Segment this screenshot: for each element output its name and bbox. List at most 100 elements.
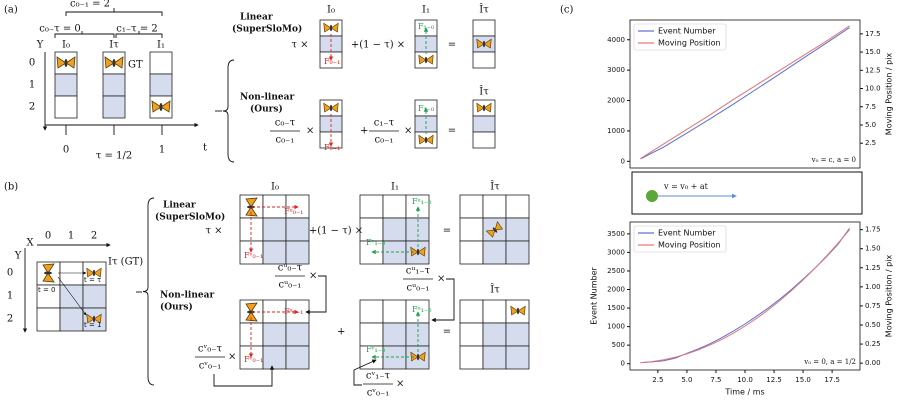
- y2-tick-label: 17.5: [865, 30, 881, 38]
- frame-label: Îτ: [490, 284, 500, 296]
- stroke: [223, 60, 234, 162]
- stroke: [432, 279, 454, 320]
- cell: [83, 285, 106, 308]
- cell: [406, 323, 429, 346]
- stroke: [143, 198, 154, 385]
- time-label: t = 1: [84, 321, 102, 329]
- cell: [103, 96, 125, 118]
- flow-label: Fᵘ₀₋₁: [284, 207, 303, 216]
- coef: c₀₋₁ = 2: [70, 0, 110, 10]
- panel-label: (c): [560, 5, 574, 16]
- axis-label: t: [203, 143, 207, 154]
- tick-label: 2: [7, 314, 13, 325]
- cell: [60, 308, 83, 331]
- method-name: Non-linear: [160, 291, 214, 301]
- y-axis-label: Event Number: [590, 266, 599, 324]
- method-name: (SuperSloMo): [155, 212, 225, 223]
- fraction-den: cᵘ₀₋₁: [407, 283, 430, 294]
- cell: [506, 346, 529, 369]
- flow-label: Fᵘ₁₋₀: [412, 305, 431, 314]
- cell: [473, 116, 495, 132]
- y2-tick-label: 0.50: [865, 321, 881, 329]
- y-tick-label: 2000: [607, 97, 625, 105]
- cell: [150, 74, 172, 96]
- y2-axis-label: Moving Position / pix: [885, 255, 894, 338]
- cell: [55, 74, 77, 96]
- y-tick-label: 2000: [607, 286, 625, 294]
- cell: [60, 285, 83, 308]
- x-tick-label: 17.5: [824, 376, 840, 384]
- flow-label: F₁₋₀: [418, 104, 434, 113]
- method-name: (Ours): [250, 104, 283, 115]
- y-tick-label: 3000: [607, 66, 625, 74]
- coef: +(1 − τ) ×: [309, 226, 363, 237]
- legend-label: Moving Position: [658, 241, 721, 250]
- times: ×: [396, 379, 404, 390]
- cell: [263, 241, 286, 264]
- cell: [483, 300, 506, 323]
- y-tick-label: 4000: [607, 36, 625, 44]
- tick-label: 0: [7, 268, 13, 279]
- cell: [483, 346, 506, 369]
- cell: [360, 300, 383, 323]
- coef: +(1 − τ) ×: [351, 40, 405, 51]
- fraction-den: c₀₋₁: [276, 135, 295, 146]
- plus: +: [337, 327, 345, 338]
- gt-label: Iτ (GT): [108, 257, 143, 268]
- y2-tick-label: 2.5: [865, 139, 876, 147]
- cell: [383, 300, 406, 323]
- frame-label: I₀: [271, 182, 279, 193]
- y2-tick-label: 15.0: [865, 48, 881, 56]
- tick-label: 0: [45, 231, 51, 242]
- method-name: Linear: [240, 13, 273, 23]
- tick-label: 0: [63, 145, 69, 156]
- fraction-num: cᵘ₀₋τ: [278, 263, 303, 274]
- annotation: v₀ = c, a = 0: [811, 156, 856, 164]
- cell: [383, 323, 406, 346]
- flow-label: Fᵘ₁₋₀: [412, 197, 431, 206]
- y2-tick-label: 1.50: [865, 245, 881, 253]
- y2-tick-label: 0.75: [865, 302, 881, 310]
- cell: [263, 346, 286, 369]
- times: ×: [437, 274, 445, 285]
- flow-label: F₀₋₁: [324, 143, 340, 152]
- method-name: Non-linear: [240, 93, 294, 103]
- coef: c₁₋τ = 2: [116, 24, 158, 35]
- y-tick-label: 2500: [607, 267, 625, 275]
- time-label: t = τ: [84, 276, 101, 284]
- cell: [286, 346, 309, 369]
- y-tick-label: 0: [621, 157, 625, 165]
- frame-label: I₁: [157, 40, 165, 51]
- cell: [506, 218, 529, 241]
- frame-label: Îτ: [490, 181, 500, 193]
- flow-label: Fᵛ₁₋₀: [366, 238, 385, 247]
- stroke: [116, 34, 162, 38]
- stroke: [66, 12, 162, 16]
- y-tick-label: 3500: [607, 230, 625, 238]
- cell: [483, 241, 506, 264]
- legend-label: Event Number: [658, 27, 716, 36]
- y2-tick-label: 0.25: [865, 340, 881, 348]
- y2-axis-label: Moving Position / pix: [885, 53, 894, 136]
- y-tick-label: 1000: [607, 127, 625, 135]
- times: ×: [306, 126, 314, 137]
- ball: [646, 190, 658, 202]
- stroke: [55, 34, 114, 38]
- cell: [506, 323, 529, 346]
- frame-label: I₁: [391, 182, 399, 193]
- cell: [506, 241, 529, 264]
- frame-label: I₁: [422, 5, 430, 16]
- cell: [473, 52, 495, 68]
- cell: [383, 218, 406, 241]
- diagrams: [25, 8, 529, 386]
- tick-label: 2: [29, 102, 35, 113]
- cell: [103, 74, 125, 96]
- cell: [55, 96, 77, 118]
- y2-tick-label: 10.0: [865, 85, 881, 93]
- cell: [150, 52, 172, 74]
- fraction-den: cᵛ₀₋₁: [199, 361, 222, 372]
- y2-tick-label: 1.00: [865, 283, 881, 291]
- cell: [460, 346, 483, 369]
- fraction-den: c₀₋₁: [375, 135, 394, 146]
- y2-tick-label: 1.25: [865, 264, 881, 272]
